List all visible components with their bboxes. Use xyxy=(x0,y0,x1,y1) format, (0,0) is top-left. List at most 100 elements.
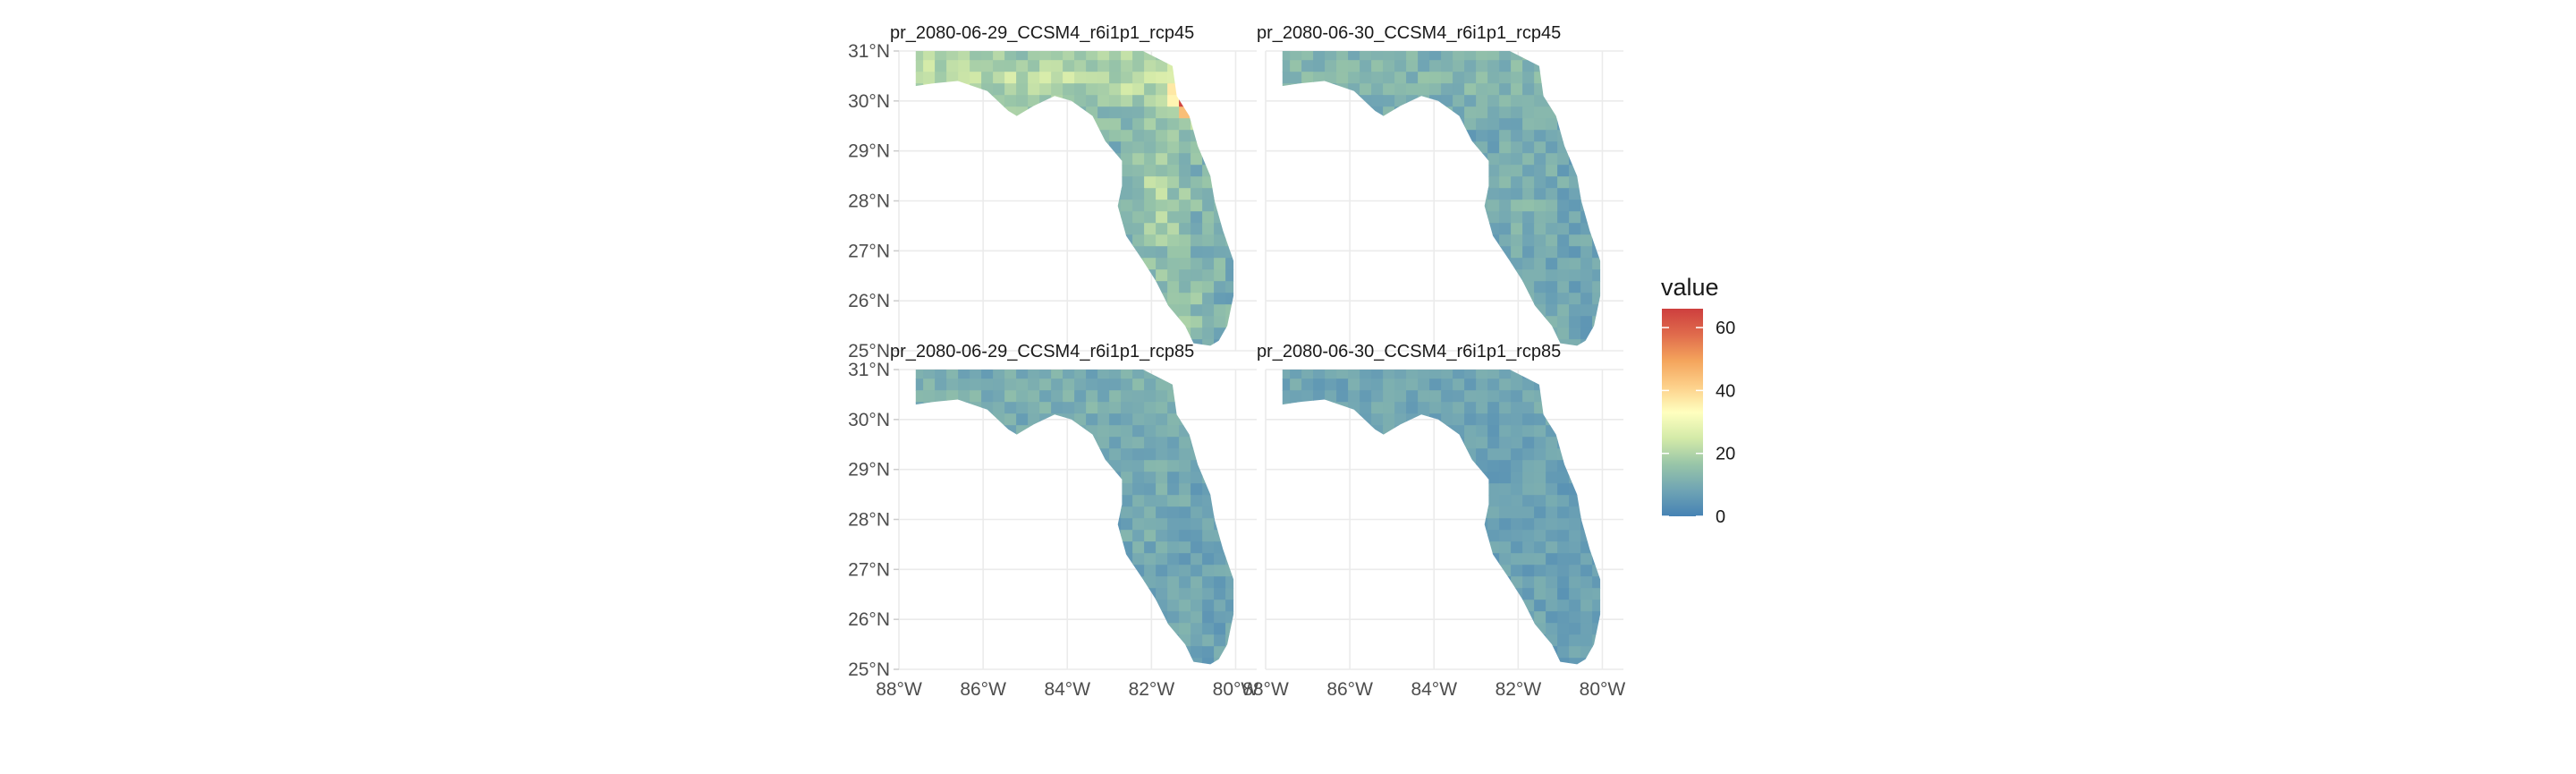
raster-cell xyxy=(923,437,936,449)
raster-cell xyxy=(1086,483,1098,496)
raster-cell xyxy=(1406,611,1419,624)
raster-cell xyxy=(1441,390,1453,403)
raster-cell xyxy=(1121,281,1133,293)
raster-cell xyxy=(1360,634,1372,647)
raster-cell xyxy=(1604,402,1616,414)
raster-cell xyxy=(1336,83,1349,96)
raster-cell xyxy=(1534,437,1546,449)
raster-cell xyxy=(1225,565,1234,577)
raster-cell xyxy=(970,234,982,247)
raster-cell xyxy=(970,425,982,438)
raster-cell xyxy=(1191,553,1203,566)
raster-cell xyxy=(1016,425,1029,438)
raster-cell xyxy=(1394,611,1407,624)
raster-cell xyxy=(915,530,924,542)
y-tick-label: 26°N xyxy=(848,291,890,311)
raster-cell xyxy=(993,611,1005,624)
raster-cell xyxy=(1290,506,1302,519)
raster-cell xyxy=(1109,378,1122,391)
raster-cell xyxy=(1453,541,1465,554)
raster-cell xyxy=(1214,483,1226,496)
raster-cell xyxy=(1325,425,1337,438)
raster-cell xyxy=(1394,669,1407,682)
raster-cell xyxy=(1580,281,1593,293)
raster-cell xyxy=(1557,188,1570,200)
raster-cell xyxy=(1097,402,1110,414)
raster-cell xyxy=(1371,269,1384,282)
raster-cell xyxy=(1301,472,1314,484)
raster-cell xyxy=(970,165,982,177)
raster-cell xyxy=(1476,304,1488,317)
raster-cell xyxy=(1179,316,1191,328)
raster-cell xyxy=(1051,472,1063,484)
raster-cell xyxy=(1499,165,1512,177)
raster-cell xyxy=(1580,658,1593,665)
raster-cell xyxy=(1592,623,1601,635)
raster-cell xyxy=(1074,223,1087,235)
raster-cell xyxy=(1313,437,1326,449)
raster-cell xyxy=(1191,83,1203,96)
raster-cell xyxy=(1546,60,1558,72)
raster-cell xyxy=(1063,118,1075,131)
raster-cell xyxy=(1156,600,1168,612)
raster-cell xyxy=(1179,588,1191,600)
raster-cell xyxy=(1383,60,1395,72)
raster-cell xyxy=(1511,83,1523,96)
raster-cell xyxy=(1383,223,1395,235)
raster-cell xyxy=(1167,541,1180,554)
x-tick-label: 80°W xyxy=(1213,679,1259,700)
raster-cell xyxy=(970,211,982,224)
raster-cell xyxy=(1371,437,1384,449)
raster-cell xyxy=(1546,176,1558,189)
raster-cell xyxy=(1028,281,1040,293)
raster-cell xyxy=(1604,472,1616,484)
raster-cell xyxy=(1167,402,1180,414)
raster-cell xyxy=(1214,565,1226,577)
raster-cell xyxy=(1191,541,1203,554)
raster-cell xyxy=(1325,553,1337,566)
raster-cell xyxy=(1464,176,1477,189)
raster-cell xyxy=(1028,669,1040,682)
raster-cell xyxy=(1522,200,1535,212)
raster-cell xyxy=(1202,460,1215,472)
raster-cell xyxy=(1557,448,1570,461)
raster-cell xyxy=(1580,130,1593,142)
raster-cell xyxy=(1301,211,1314,224)
raster-cell xyxy=(1282,51,1291,61)
raster-cell xyxy=(1167,118,1180,131)
raster-cell xyxy=(1301,258,1314,270)
raster-cell xyxy=(1121,118,1133,131)
raster-cell xyxy=(1406,460,1419,472)
raster-cell xyxy=(935,634,947,647)
raster-cell xyxy=(1383,472,1395,484)
raster-cell xyxy=(923,658,936,665)
raster-cell xyxy=(1191,118,1203,131)
raster-cell xyxy=(1429,118,1442,131)
raster-cell xyxy=(1487,553,1500,566)
raster-cell xyxy=(1290,188,1302,200)
raster-cell xyxy=(993,576,1005,589)
raster-cell xyxy=(923,402,936,414)
raster-cell xyxy=(1179,553,1191,566)
raster-cell xyxy=(1179,378,1191,391)
raster-cell xyxy=(1441,437,1453,449)
raster-cell xyxy=(1301,378,1314,391)
raster-cell xyxy=(1132,413,1145,426)
raster-cell xyxy=(1016,472,1029,484)
raster-cell xyxy=(1336,223,1349,235)
raster-cell xyxy=(1144,565,1157,577)
raster-cell xyxy=(1313,495,1326,507)
raster-cell xyxy=(1039,553,1052,566)
raster-cell xyxy=(935,378,947,391)
raster-cell xyxy=(1086,118,1098,131)
raster-cell xyxy=(1290,658,1302,665)
raster-cell xyxy=(1086,304,1098,317)
raster-cell xyxy=(1383,448,1395,461)
raster-cell xyxy=(1476,176,1488,189)
raster-cell xyxy=(1086,576,1098,589)
raster-cell xyxy=(1004,506,1017,519)
raster-cell xyxy=(1301,176,1314,189)
raster-cell xyxy=(1406,258,1419,270)
raster-cell xyxy=(1464,51,1477,61)
raster-cell xyxy=(1441,141,1453,154)
